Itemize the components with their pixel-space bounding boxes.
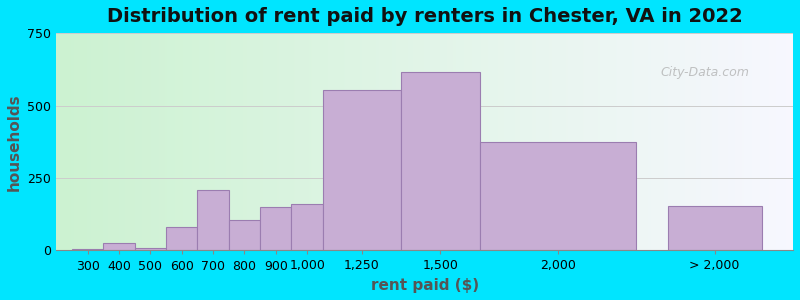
Bar [401, 72, 479, 250]
Bar [260, 207, 291, 250]
Bar [291, 204, 323, 250]
Title: Distribution of rent paid by renters in Chester, VA in 2022: Distribution of rent paid by renters in … [107, 7, 742, 26]
Bar [134, 248, 166, 250]
Text: City-Data.com: City-Data.com [661, 66, 750, 79]
Bar [323, 90, 401, 250]
Bar [668, 206, 762, 250]
Bar [72, 249, 103, 250]
Y-axis label: households: households [7, 93, 22, 190]
Bar [229, 220, 260, 250]
Bar [103, 243, 134, 250]
Bar [479, 142, 636, 250]
Bar [166, 227, 198, 250]
X-axis label: rent paid ($): rent paid ($) [370, 278, 478, 293]
Bar [198, 190, 229, 250]
